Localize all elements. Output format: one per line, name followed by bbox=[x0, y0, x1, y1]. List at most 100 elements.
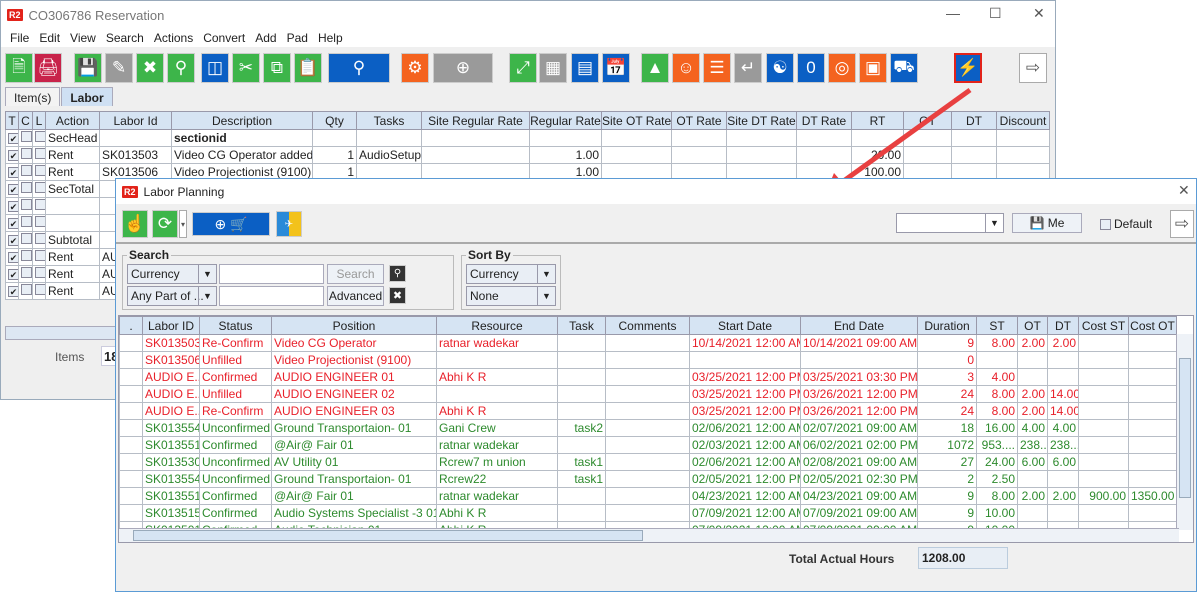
sort-order-select[interactable]: None ▼ bbox=[466, 286, 556, 306]
column-header[interactable]: Cost ST bbox=[1078, 316, 1129, 335]
table-row[interactable]: ✔ SecHead sectionid bbox=[5, 129, 1050, 147]
table-row[interactable]: SK013506 Unfilled Video Projectionist (910… bbox=[119, 351, 1177, 369]
column-header[interactable]: DT bbox=[1047, 316, 1079, 335]
tab-items[interactable]: Item(s) bbox=[5, 87, 61, 106]
print-icon[interactable]: 🖨 bbox=[34, 53, 62, 83]
menu-add[interactable]: Add bbox=[255, 31, 277, 45]
add-cart-po-icon[interactable]: ⊕ bbox=[433, 53, 493, 83]
table-row[interactable]: SK013551 Confirmed @Air@ Fair 01 ratnar wad… bbox=[119, 436, 1177, 454]
calendar-icon[interactable]: 📅 bbox=[602, 53, 630, 83]
table-row[interactable]: AUDIO E... Unfilled AUDIO ENGINEER 02 03/25… bbox=[119, 385, 1177, 403]
column-header[interactable]: T bbox=[5, 111, 19, 130]
copy-icon[interactable]: ⧉ bbox=[263, 53, 291, 83]
coins-add-icon[interactable]: ◎ bbox=[828, 53, 856, 83]
travel-services-icon[interactable]: ✈ bbox=[276, 211, 302, 237]
menu-view[interactable]: View bbox=[70, 31, 96, 45]
lightning-icon[interactable]: ⚡ bbox=[954, 53, 982, 83]
resources-icon[interactable]: ⚙ bbox=[401, 53, 429, 83]
comment-icon[interactable]: ▤ bbox=[571, 53, 599, 83]
refresh-icon[interactable]: ⟳ bbox=[152, 210, 178, 238]
scroll-icon[interactable]: ☰ bbox=[703, 53, 731, 83]
chat-zero-icon[interactable]: 0 bbox=[797, 53, 825, 83]
search-input-2[interactable] bbox=[219, 286, 324, 306]
l-checkbox[interactable] bbox=[32, 248, 46, 266]
column-header[interactable]: RT bbox=[851, 111, 904, 130]
crew-return-icon[interactable]: ☯ bbox=[766, 53, 794, 83]
scrollbar-thumb[interactable] bbox=[133, 530, 643, 541]
menu-actions[interactable]: Actions bbox=[153, 31, 194, 45]
menu-search[interactable]: Search bbox=[105, 31, 144, 45]
delete-icon[interactable]: ✖ bbox=[136, 53, 164, 83]
search-button[interactable]: Search bbox=[327, 264, 384, 284]
tab-labor[interactable]: Labor bbox=[61, 87, 113, 106]
column-header[interactable]: . bbox=[119, 316, 143, 335]
column-header[interactable]: Status bbox=[199, 316, 272, 335]
menu-help[interactable]: Help bbox=[317, 31, 343, 45]
copy-zero-icon[interactable]: ◫ bbox=[201, 53, 229, 83]
hand-pointer-icon[interactable]: ☝ bbox=[122, 210, 148, 238]
column-header[interactable]: Site Regular Rate bbox=[421, 111, 530, 130]
save-icon[interactable]: 💾 bbox=[74, 53, 102, 83]
column-header[interactable]: Description bbox=[171, 111, 313, 130]
default-checkbox[interactable]: Default bbox=[1100, 217, 1152, 231]
c-checkbox[interactable] bbox=[18, 163, 33, 181]
column-header[interactable]: Tasks bbox=[356, 111, 422, 130]
column-header[interactable]: Comments bbox=[605, 316, 690, 335]
c-checkbox[interactable] bbox=[18, 231, 33, 249]
table-row[interactable]: SK013515 Confirmed Audio Systems Specialis… bbox=[119, 504, 1177, 522]
minimize-button[interactable]: — bbox=[946, 5, 960, 21]
horizontal-scrollbar[interactable] bbox=[119, 528, 1179, 542]
column-header[interactable]: L bbox=[32, 111, 46, 130]
column-header[interactable]: Site OT Rate bbox=[601, 111, 672, 130]
vertical-scrollbar[interactable] bbox=[1176, 334, 1193, 530]
column-header[interactable]: OT Rate bbox=[671, 111, 727, 130]
search-field-select[interactable]: Currency ▼ bbox=[127, 264, 217, 284]
exit-icon[interactable]: ⇨ bbox=[1170, 210, 1194, 238]
search-icon[interactable]: ⚲ bbox=[167, 53, 195, 83]
layout-select[interactable]: ▼ bbox=[896, 213, 1004, 233]
column-header[interactable]: C bbox=[18, 111, 33, 130]
search-icon[interactable]: ⚲ bbox=[389, 265, 406, 282]
save-me-button[interactable]: 💾 Me bbox=[1012, 213, 1082, 233]
t-checkbox[interactable]: ✔ bbox=[5, 129, 19, 147]
sort-field-select[interactable]: Currency ▼ bbox=[466, 264, 556, 284]
l-checkbox[interactable] bbox=[32, 214, 46, 232]
dropdown-arrow-icon[interactable]: ▾ bbox=[179, 210, 187, 238]
grid-icon[interactable]: ▦ bbox=[539, 53, 567, 83]
menu-pad[interactable]: Pad bbox=[286, 31, 308, 45]
t-checkbox[interactable]: ✔ bbox=[5, 248, 19, 266]
t-checkbox[interactable]: ✔ bbox=[5, 146, 19, 164]
hierarchy-icon[interactable]: ▲ bbox=[641, 53, 669, 83]
c-checkbox[interactable] bbox=[18, 265, 33, 283]
column-header[interactable]: Task bbox=[557, 316, 606, 335]
column-header[interactable]: Cost OT bbox=[1128, 316, 1177, 335]
l-checkbox[interactable] bbox=[32, 265, 46, 283]
l-checkbox[interactable] bbox=[32, 163, 46, 181]
t-checkbox[interactable]: ✔ bbox=[5, 282, 19, 300]
t-checkbox[interactable]: ✔ bbox=[5, 180, 19, 198]
advanced-button[interactable]: Advanced bbox=[327, 286, 384, 306]
exit-icon[interactable]: ⇨ bbox=[1019, 53, 1047, 83]
c-checkbox[interactable] bbox=[18, 146, 33, 164]
new-document-icon[interactable]: 🗎 bbox=[5, 53, 33, 83]
t-checkbox[interactable]: ✔ bbox=[5, 197, 19, 215]
column-header[interactable]: Labor Id bbox=[99, 111, 172, 130]
menu-edit[interactable]: Edit bbox=[39, 31, 61, 45]
column-header[interactable]: ST bbox=[976, 316, 1018, 335]
edit-icon[interactable]: ✎ bbox=[105, 53, 133, 83]
cut-icon[interactable]: ✂ bbox=[232, 53, 260, 83]
menu-convert[interactable]: Convert bbox=[203, 31, 246, 45]
close-button[interactable]: ✕ bbox=[1033, 5, 1045, 21]
smiley-icon[interactable]: ☺ bbox=[672, 53, 700, 83]
l-checkbox[interactable] bbox=[32, 231, 46, 249]
clear-icon[interactable]: ✖ bbox=[389, 287, 406, 304]
t-checkbox[interactable]: ✔ bbox=[5, 231, 19, 249]
table-row[interactable]: SK013551 Confirmed @Air@ Fair 01 ratnar wad… bbox=[119, 487, 1177, 505]
return-icon[interactable]: ↵ bbox=[734, 53, 762, 83]
column-header[interactable]: Discount bbox=[996, 111, 1050, 130]
table-row[interactable]: SK013530 Unconfirmed AV Utility 01 Rcrew7 m… bbox=[119, 453, 1177, 471]
table-row[interactable]: AUDIO E... Re-Confirm AUDIO ENGINEER 03 Abh… bbox=[119, 402, 1177, 420]
c-checkbox[interactable] bbox=[18, 248, 33, 266]
table-row[interactable]: SK013554 Unconfirmed Ground Transportaion-… bbox=[119, 470, 1177, 488]
truck-check-icon[interactable]: ⛟ bbox=[890, 53, 918, 83]
